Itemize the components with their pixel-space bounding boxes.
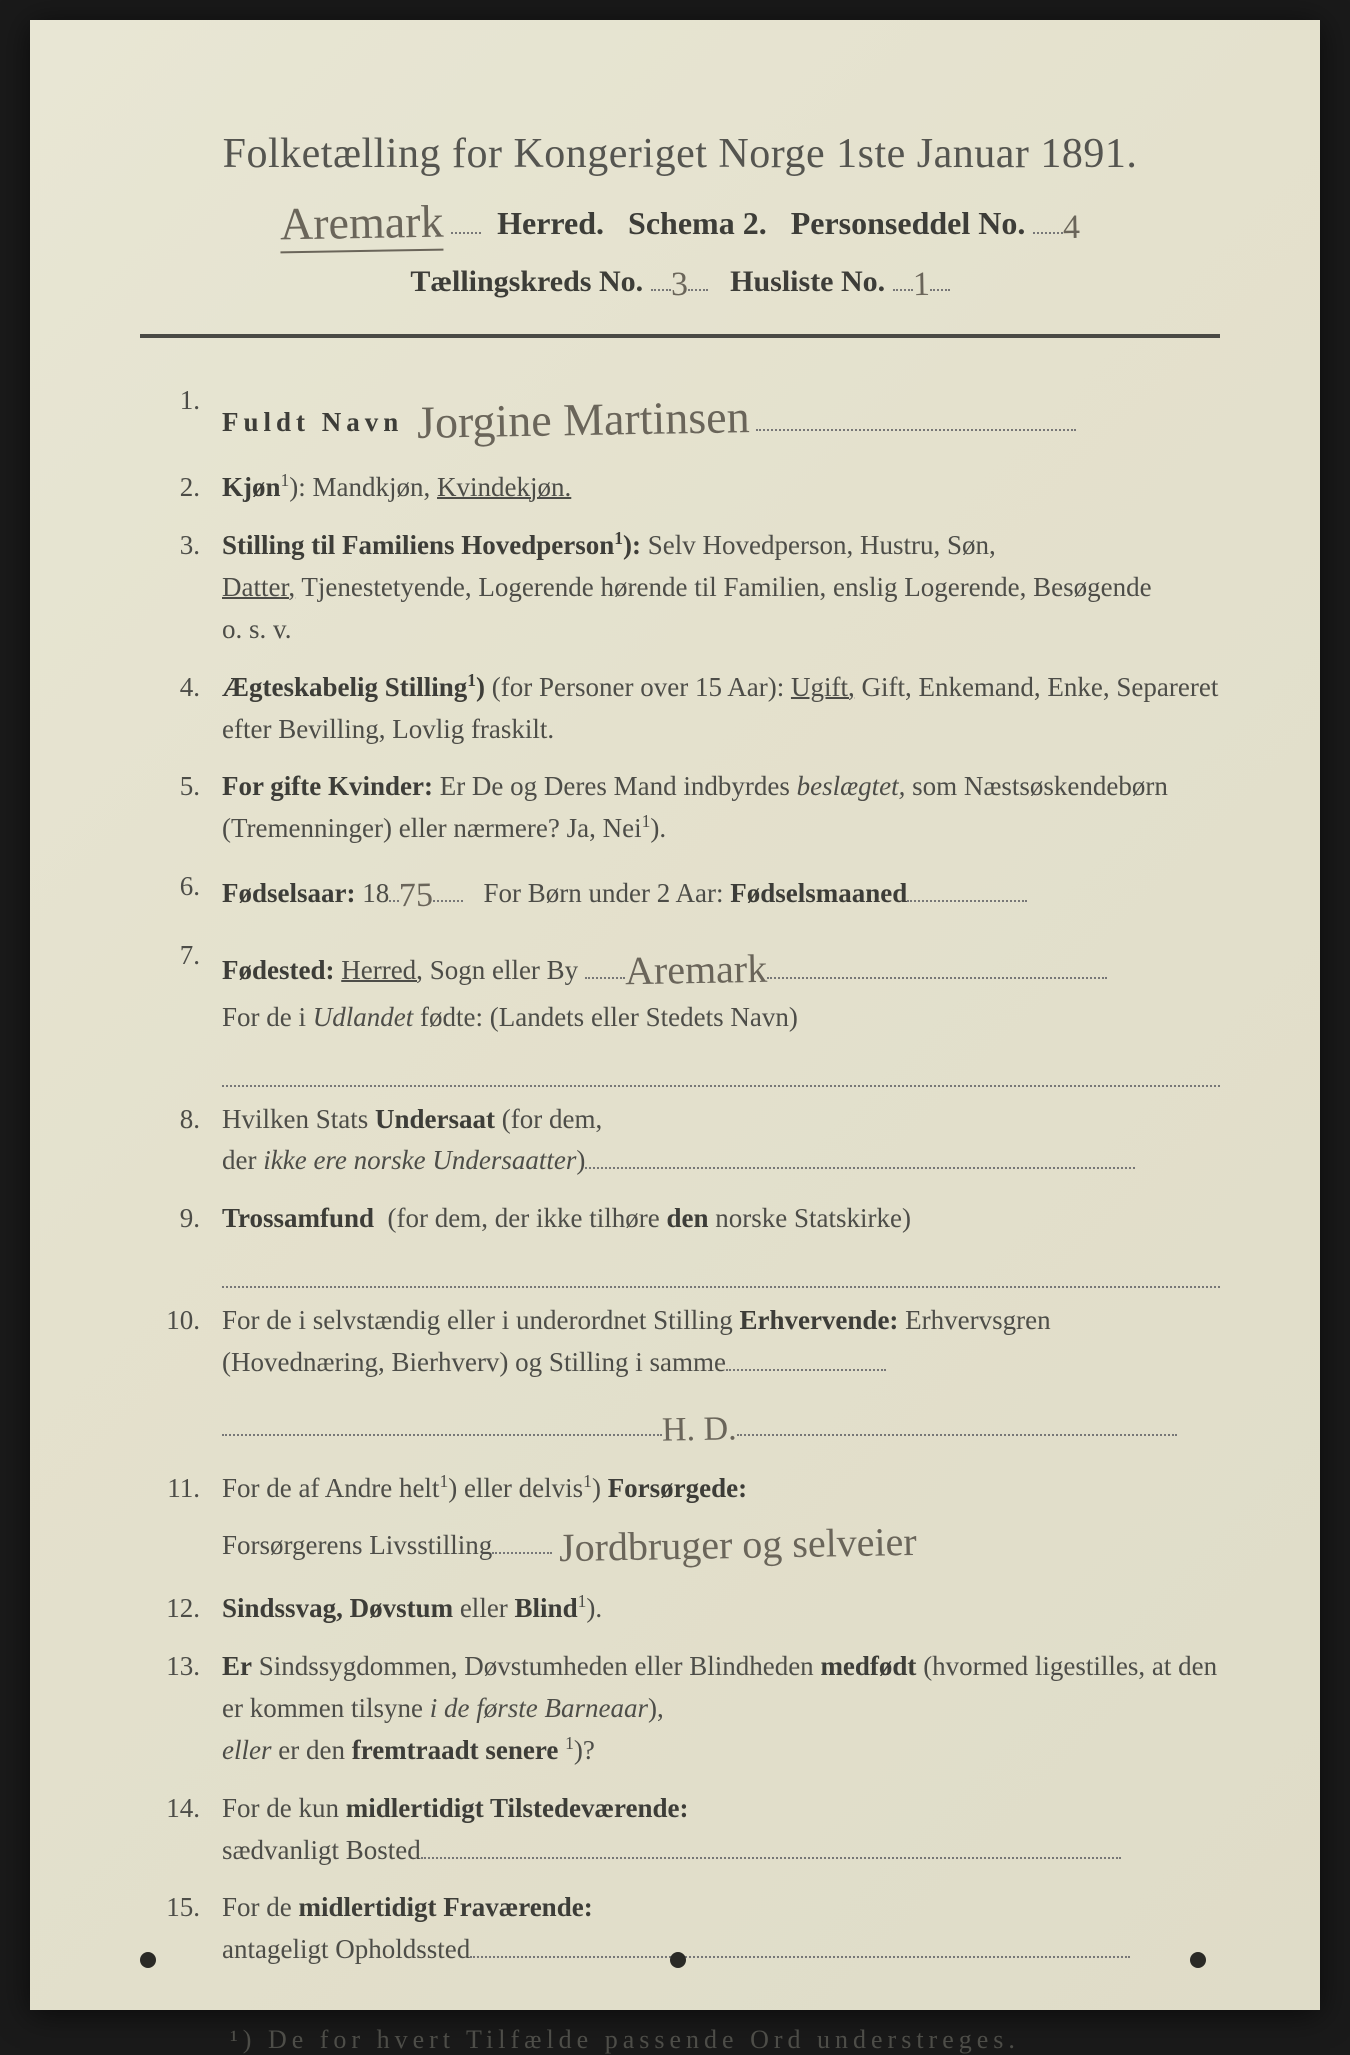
item-8: 8. Hvilken Stats Undersaat (for dem, der… — [150, 1099, 1220, 1183]
blank-line-9 — [222, 1256, 1220, 1288]
birthyear-hw: 75 — [399, 870, 434, 923]
blank-line-7 — [222, 1055, 1220, 1087]
item-5: 5. For gifte Kvinder: Er De og Deres Man… — [150, 766, 1220, 850]
item-12: 12. Sindssvag, Døvstum eller Blind1). — [150, 1588, 1220, 1630]
item-10: 10. For de i selvstændig eller i underor… — [150, 1300, 1220, 1384]
item-10-hw-line: H. D. — [150, 1400, 1220, 1453]
item-4: 4. Ægteskabelig Stilling1) (for Personer… — [150, 667, 1220, 751]
birthplace-hw: Aremark — [624, 937, 767, 1001]
header-line-2: Aremark Herred. Schema 2. Personseddel N… — [140, 192, 1220, 248]
header-line-3: Tællingskreds No. 3 Husliste No. 1 — [140, 262, 1220, 300]
item-9: 9. Trossamfund (for dem, der ikke tilhør… — [150, 1198, 1220, 1240]
sex-underlined: Kvindekjøn. — [437, 472, 571, 502]
main-title: Folketælling for Kongeriget Norge 1ste J… — [140, 130, 1220, 178]
herred-handwritten: Aremark — [279, 195, 443, 254]
marital-underlined: Ugift, — [791, 672, 855, 702]
footnote: ¹) De for hvert Tilfælde passende Ord un… — [140, 2025, 1220, 2055]
item-14: 14. For de kun midlertidigt Tilstedevære… — [150, 1788, 1220, 1872]
item-11: 11. For de af Andre helt1) eller delvis1… — [150, 1468, 1220, 1572]
tkreds-no-hw: 3 — [670, 266, 688, 304]
item-3: 3. Stilling til Familiens Hovedperson1):… — [150, 525, 1220, 651]
husliste-no-hw: 1 — [912, 266, 930, 304]
census-form-paper: Folketælling for Kongeriget Norge 1ste J… — [30, 20, 1320, 2010]
item10-hw: H. D. — [662, 1403, 738, 1457]
item-7: 7. Fødested: Herred, Sogn eller By Arema… — [150, 935, 1220, 1039]
punch-hole-icon — [1190, 1952, 1206, 1968]
full-name-hw: Jorgine Martinsen — [416, 381, 750, 458]
form-items: 1. Fuldt Navn Jorgine Martinsen 2. Kjøn1… — [140, 380, 1220, 1971]
item-13: 13. Er Sindssygdommen, Døvstumheden elle… — [150, 1646, 1220, 1772]
item-1: 1. Fuldt Navn Jorgine Martinsen — [150, 380, 1220, 451]
item-6: 6. Fødselsaar: 1875 For Børn under 2 Aar… — [150, 866, 1220, 919]
provider-hw: Jordbruger og selveier — [559, 1511, 918, 1579]
header-block: Folketælling for Kongeriget Norge 1ste J… — [140, 130, 1220, 300]
relation-underlined: Datter, — [222, 572, 295, 602]
personseddel-no-hw: 4 — [1063, 209, 1081, 247]
divider — [140, 334, 1220, 338]
punch-hole-icon — [140, 1952, 156, 1968]
item-2: 2. Kjøn1): Mandkjøn, Kvindekjøn. — [150, 467, 1220, 509]
punch-hole-icon — [670, 1952, 686, 1968]
